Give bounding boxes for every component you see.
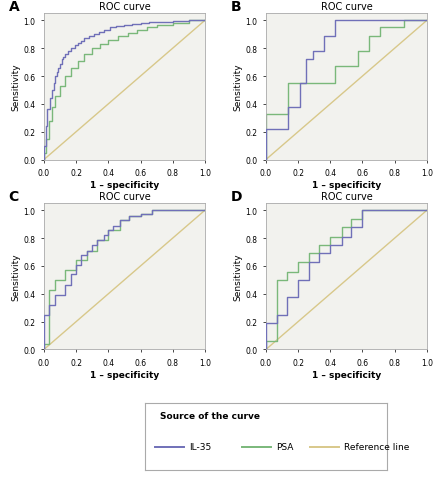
- X-axis label: 1 – specificity: 1 – specificity: [90, 370, 159, 379]
- Y-axis label: Sensitivity: Sensitivity: [234, 63, 243, 111]
- Text: D: D: [231, 189, 242, 204]
- X-axis label: 1 – specificity: 1 – specificity: [312, 180, 381, 189]
- Y-axis label: Sensitivity: Sensitivity: [234, 253, 243, 300]
- Title: ROC curve: ROC curve: [99, 192, 150, 202]
- Title: ROC curve: ROC curve: [320, 192, 372, 202]
- Text: IL-35: IL-35: [189, 443, 211, 451]
- Text: C: C: [9, 189, 19, 204]
- Text: Reference line: Reference line: [344, 443, 409, 451]
- Text: B: B: [231, 0, 241, 14]
- Title: ROC curve: ROC curve: [99, 2, 150, 12]
- Y-axis label: Sensitivity: Sensitivity: [12, 63, 21, 111]
- X-axis label: 1 – specificity: 1 – specificity: [90, 180, 159, 189]
- Title: ROC curve: ROC curve: [320, 2, 372, 12]
- Text: A: A: [9, 0, 19, 14]
- X-axis label: 1 – specificity: 1 – specificity: [312, 370, 381, 379]
- Text: PSA: PSA: [276, 443, 293, 451]
- Y-axis label: Sensitivity: Sensitivity: [12, 253, 21, 300]
- Text: Source of the curve: Source of the curve: [160, 411, 260, 420]
